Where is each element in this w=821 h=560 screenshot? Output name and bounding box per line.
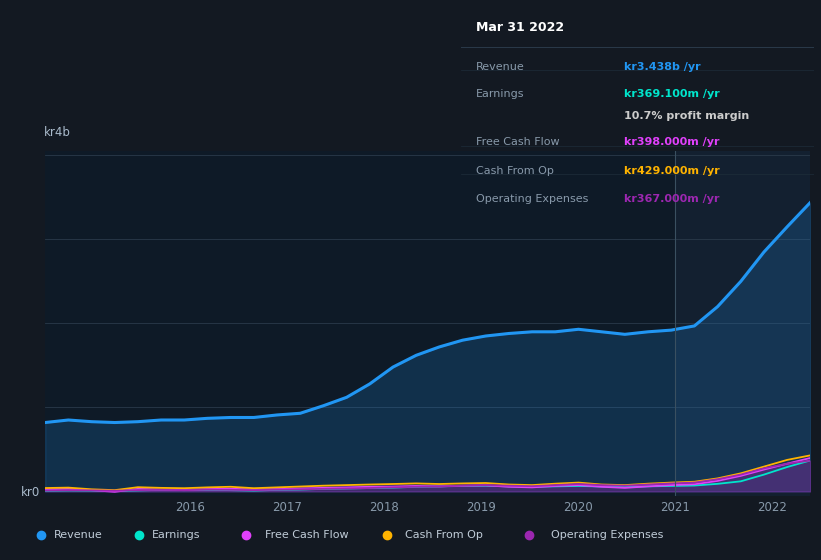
- Text: kr398.000m /yr: kr398.000m /yr: [624, 137, 719, 147]
- Text: Operating Expenses: Operating Expenses: [551, 530, 663, 540]
- Text: Cash From Op: Cash From Op: [475, 166, 553, 176]
- Text: 10.7% profit margin: 10.7% profit margin: [624, 111, 749, 121]
- Text: kr367.000m /yr: kr367.000m /yr: [624, 194, 719, 204]
- Text: Cash From Op: Cash From Op: [405, 530, 483, 540]
- Bar: [675, 151, 821, 496]
- Text: Free Cash Flow: Free Cash Flow: [265, 530, 349, 540]
- Text: kr369.100m /yr: kr369.100m /yr: [624, 89, 719, 99]
- Text: Revenue: Revenue: [53, 530, 103, 540]
- Text: Free Cash Flow: Free Cash Flow: [475, 137, 559, 147]
- Text: kr3.438b /yr: kr3.438b /yr: [624, 62, 700, 72]
- Text: Earnings: Earnings: [475, 89, 524, 99]
- Text: Operating Expenses: Operating Expenses: [475, 194, 588, 204]
- Text: Earnings: Earnings: [152, 530, 200, 540]
- Text: Revenue: Revenue: [475, 62, 525, 72]
- Text: Mar 31 2022: Mar 31 2022: [475, 21, 564, 34]
- Text: kr4b: kr4b: [44, 126, 71, 139]
- Text: kr429.000m /yr: kr429.000m /yr: [624, 166, 719, 176]
